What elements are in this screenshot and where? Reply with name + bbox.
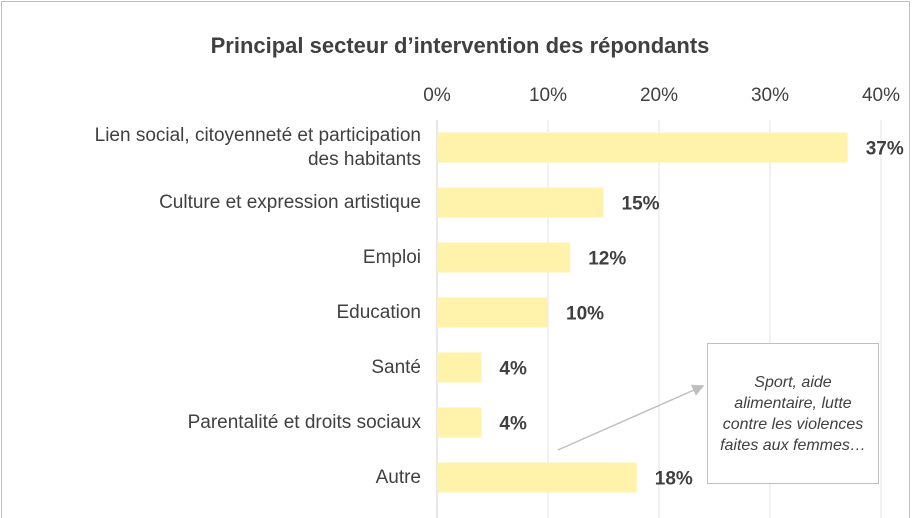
bar xyxy=(437,242,571,273)
annotation: Sport, aide alimentaire, lutte contre le… xyxy=(707,343,879,484)
bar xyxy=(437,132,848,163)
x-tick-label: 20% xyxy=(640,85,678,106)
y-tick-label: Lien social, citoyenneté et participatio… xyxy=(94,124,421,170)
chart-title: Principal secteur d’intervention des rép… xyxy=(211,33,710,58)
y-tick-label: Autre xyxy=(375,466,421,488)
data-label: 18% xyxy=(655,469,693,490)
y-tick-label: Santé xyxy=(371,356,421,378)
y-tick-label: Emploi xyxy=(362,246,421,268)
bar xyxy=(437,462,637,493)
data-label: 10% xyxy=(566,304,604,325)
data-label: 12% xyxy=(588,249,626,270)
bar xyxy=(437,407,482,438)
annotation-arrow xyxy=(557,384,705,451)
data-label: 4% xyxy=(499,414,527,435)
data-label: 37% xyxy=(866,139,904,160)
x-tick-label: 40% xyxy=(862,85,900,106)
data-label: 4% xyxy=(499,359,527,380)
data-label: 15% xyxy=(622,194,660,215)
x-tick-label: 0% xyxy=(423,85,451,106)
y-tick-label: Culture et expression artistique xyxy=(159,191,421,213)
bar xyxy=(437,352,482,383)
x-tick-label: 10% xyxy=(529,85,567,106)
bar xyxy=(437,187,604,218)
x-tick-label: 30% xyxy=(751,85,789,106)
y-tick-label: Education xyxy=(336,301,421,323)
y-tick-label: Parentalité et droits sociaux xyxy=(187,411,421,433)
bar xyxy=(437,297,548,328)
